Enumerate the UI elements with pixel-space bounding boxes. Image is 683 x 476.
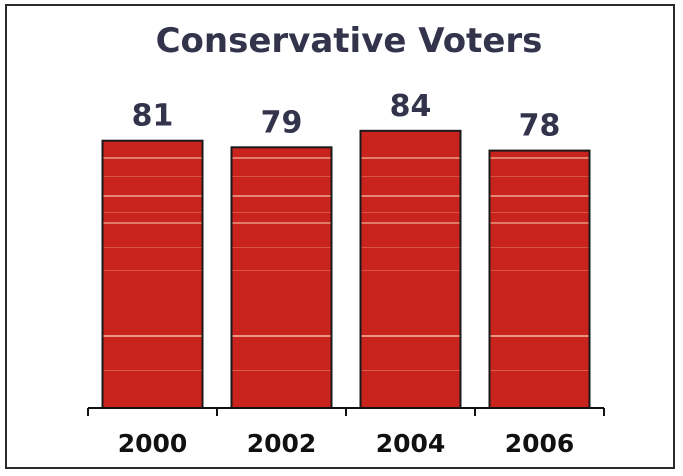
bars-group <box>101 129 591 410</box>
data-label-2000: 81 <box>132 99 174 134</box>
x-axis-ticks <box>87 408 605 416</box>
x-tick-label-2004: 2004 <box>376 429 446 458</box>
data-label-2004: 84 <box>390 89 432 124</box>
data-label-2006: 78 <box>519 109 561 144</box>
x-tick-label-2006: 2006 <box>505 429 575 458</box>
bar-2002 <box>230 146 333 410</box>
x-tick-label-2000: 2000 <box>118 429 188 458</box>
bar-2004 <box>359 129 462 410</box>
x-tick-label-2002: 2002 <box>247 429 317 458</box>
bar-2006 <box>488 149 591 409</box>
chart-title: Conservative Voters <box>156 21 543 61</box>
bar-2000 <box>101 139 204 409</box>
data-labels-group: 81 79 84 78 <box>132 89 561 144</box>
data-label-2002: 79 <box>261 105 303 140</box>
x-axis-tick-labels: 2000 2002 2004 2006 <box>118 429 575 458</box>
